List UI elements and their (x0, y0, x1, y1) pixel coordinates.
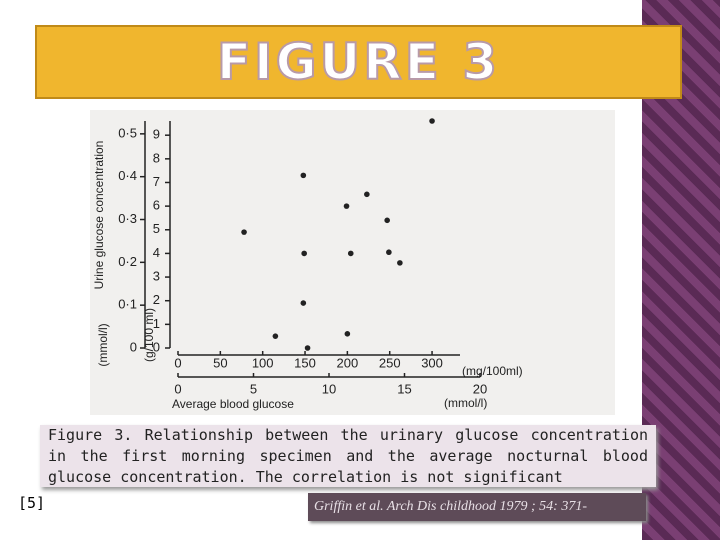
x2-tick-label: 5 (250, 381, 257, 396)
point (300, 172, 307, 179)
x-tick-label: 200 (337, 355, 359, 370)
point (384, 217, 390, 224)
x-tick-label: 0 (174, 355, 181, 370)
y-tick-label: 7 (153, 174, 160, 189)
point (343, 203, 350, 209)
x-axis-title: Average blood glucose (172, 397, 294, 411)
chart-background (90, 110, 615, 415)
point (241, 229, 247, 235)
y-axis-title: Urine glucose concentration (92, 141, 106, 290)
point (344, 331, 351, 337)
y-tick-label: 9 (153, 127, 160, 142)
x-tick-label: 300 (421, 355, 443, 370)
point (397, 260, 403, 266)
y2-tick-label: 0·3 (118, 211, 137, 226)
slide-title: FIGURE 3 (216, 32, 501, 92)
point (429, 118, 435, 124)
reference: [5] (18, 494, 46, 512)
y2-tick-label: 0·5 (118, 125, 137, 140)
x2-tick-label: 0 (174, 381, 181, 396)
y-tick-label: 6 (153, 198, 160, 213)
x2-tick-label: 20 (473, 381, 487, 396)
y2-tick-label: 0·2 (118, 254, 137, 269)
y-tick-label: 8 (153, 150, 160, 165)
x2-tick-label: 15 (397, 381, 411, 396)
y-tick-label: 5 (153, 221, 160, 236)
point (304, 345, 311, 351)
y-tick-label: 0 (153, 339, 160, 354)
caption: Figure 3. Relationship between the urina… (40, 425, 656, 487)
title-box: FIGURE 3 (35, 25, 682, 99)
y2-tick-label: 0·1 (118, 297, 137, 312)
x-tick-label: 250 (379, 355, 401, 370)
point (301, 250, 307, 257)
y-tick-label: 1 (153, 316, 160, 331)
citation: Griffin et al. Arch Dis childhood 1979 ;… (308, 493, 646, 521)
y-tick-label: 2 (153, 292, 160, 307)
x2-tick-label: 10 (322, 381, 336, 396)
x-tick-label: 150 (294, 355, 316, 370)
y-tick-label: 3 (153, 269, 160, 284)
x-tick-label: 100 (252, 355, 274, 370)
point (364, 191, 370, 198)
y-tick-label: 4 (153, 245, 160, 260)
point (386, 249, 392, 256)
x-tick-label: 50 (213, 355, 227, 370)
y-unit: (g/100 ml) (142, 308, 156, 362)
y2-tick-label: 0 (130, 339, 137, 354)
point (300, 300, 307, 306)
x2-unit: (mmol/l) (444, 396, 487, 410)
y2-unit: (mmol/l) (96, 323, 110, 366)
point (347, 250, 354, 257)
point (272, 333, 279, 339)
y2-tick-label: 0·4 (118, 168, 137, 183)
x-unit: (mg/100ml) (462, 364, 523, 378)
